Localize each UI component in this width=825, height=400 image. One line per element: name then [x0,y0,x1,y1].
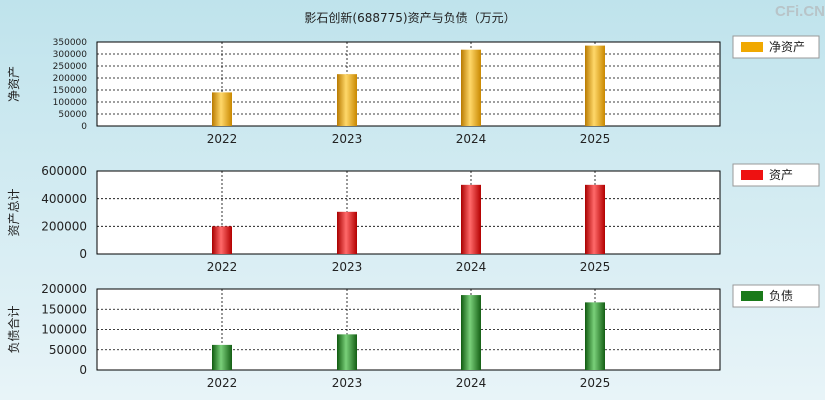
legend-label: 资产 [769,168,793,182]
y-tick-label: 600000 [41,164,87,178]
legend-swatch [741,42,763,52]
bar-2023 [337,334,357,370]
legend-swatch [741,291,763,301]
y-axis-label: 负债合计 [6,305,21,353]
bar-2025 [585,302,605,370]
bar-2023 [337,211,357,254]
x-tick-label: 2024 [456,132,487,146]
chart-panel-2: 0 50000 100000 150000 200000 2022 2023 2024 2025… [6,282,820,390]
y-tick-label: 0 [79,363,87,377]
plot-area [96,41,721,127]
x-tick-label: 2022 [207,260,238,274]
legend-box [732,35,820,59]
x-tick-label: 2025 [580,132,611,146]
legend-swatch [741,170,763,180]
y-tick-label: 200000 [41,282,87,296]
bar-2024 [461,49,481,126]
y-tick-label: 50000 [58,110,87,120]
y-tick-label: 350000 [53,38,88,48]
legend-label: 负债 [769,289,793,303]
legend: 负债 [732,284,820,308]
y-tick-label: 300000 [53,50,88,60]
x-tick-label: 2022 [207,132,238,146]
chart-panel-1: 0 200000 400000 600000 2022 2023 2024 2025 资产总计 资… [7,163,820,274]
y-tick-label: 200000 [53,74,88,84]
bar-2024 [461,184,481,254]
y-axis-label: 净资产 [7,66,21,102]
bar-2025 [585,45,605,126]
x-tick-label: 2023 [332,376,363,390]
x-tick-label: 2023 [332,132,363,146]
chart-title: 影石创新(688775)资产与负债（万元） [304,10,515,25]
y-tick-label: 200000 [41,220,87,234]
plot-area [96,288,721,371]
bar-2025 [585,184,605,254]
x-tick-label: 2025 [580,376,611,390]
y-tick-label: 0 [81,122,87,132]
y-tick-label: 100000 [41,323,87,337]
x-tick-label: 2024 [456,260,487,274]
y-tick-label: 50000 [49,343,87,357]
x-tick-label: 2024 [456,376,487,390]
bar-2022 [212,226,232,254]
x-tick-label: 2022 [207,376,238,390]
x-tick-label: 2023 [332,260,363,274]
legend: 资产 [732,163,820,187]
y-tick-label: 150000 [41,302,87,316]
y-tick-label: 100000 [53,98,88,108]
y-tick-label: 0 [79,247,87,261]
bar-2022 [212,344,232,370]
y-tick-label: 150000 [53,86,88,96]
legend-box [732,163,820,187]
y-tick-label: 400000 [41,192,87,206]
y-axis-label: 资产总计 [7,188,21,236]
bar-2024 [461,295,481,370]
y-tick-label: 250000 [53,62,88,72]
legend-box [732,284,820,308]
watermark-logo: CFi.CN [775,3,825,20]
bar-2023 [337,74,357,126]
plot-area [96,170,721,255]
legend-label: 净资产 [769,40,805,54]
bar-2022 [212,92,232,126]
chart-panel-0: 0 50000 100000 150000 200000 250000 300000 3500… [7,35,820,146]
legend: 净资产 [732,35,820,59]
x-tick-label: 2025 [580,260,611,274]
